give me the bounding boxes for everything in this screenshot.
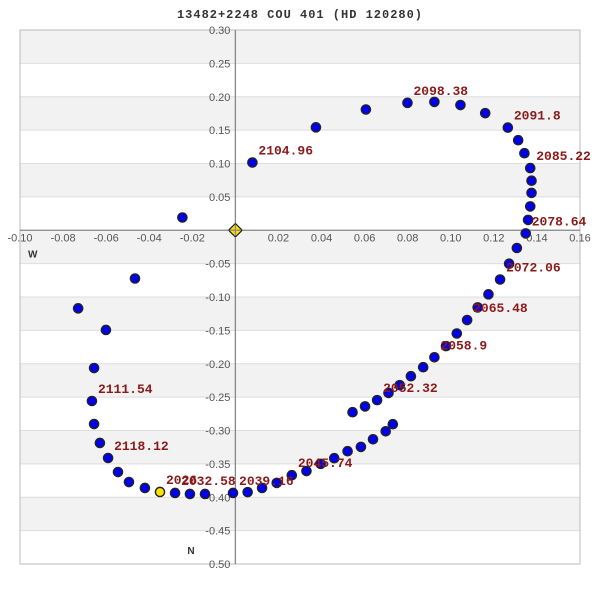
svg-text:0.05: 0.05 [209,192,230,204]
svg-text:-0.30: -0.30 [205,426,230,438]
svg-text:0.20: 0.20 [209,92,230,104]
svg-text:2104.96: 2104.96 [258,144,313,159]
svg-text:-0.35: -0.35 [205,459,230,471]
svg-text:-0.20: -0.20 [205,359,230,371]
svg-text:0.10: 0.10 [440,232,461,244]
svg-text:2118.12: 2118.12 [114,439,169,454]
svg-text:2072.06: 2072.06 [506,261,561,276]
svg-text:0.16: 0.16 [569,232,590,244]
svg-text:-0.10: -0.10 [205,292,230,304]
svg-text:0.25: 0.25 [209,58,230,70]
svg-text:0.10: 0.10 [209,159,230,171]
svg-text:0.30: 0.30 [209,25,230,37]
svg-text:-0.15: -0.15 [205,325,230,337]
svg-text:2078.64: 2078.64 [532,214,587,229]
svg-text:0.06: 0.06 [354,232,375,244]
svg-text:-0.08: -0.08 [51,232,76,244]
svg-text:0.12: 0.12 [483,232,504,244]
svg-text:2045.74: 2045.74 [298,456,353,471]
svg-text:2039.16: 2039.16 [239,474,294,489]
svg-text:2026: 2026 [166,473,197,488]
svg-text:-0.25: -0.25 [205,392,230,404]
svg-text:2098.38: 2098.38 [413,84,468,99]
svg-text:-0.04: -0.04 [137,232,162,244]
svg-text:0.04: 0.04 [311,232,332,244]
svg-text:2058.9: 2058.9 [440,338,487,353]
svg-text:0.02: 0.02 [268,232,289,244]
svg-text:-0.02: -0.02 [180,232,205,244]
svg-text:W: W [28,249,38,260]
svg-text:2111.54: 2111.54 [98,382,153,397]
svg-text:-0.06: -0.06 [94,232,119,244]
svg-text:-0.45: -0.45 [205,526,230,538]
svg-text:-0.05: -0.05 [205,259,230,271]
svg-text:N: N [187,546,194,557]
svg-text:2085.22: 2085.22 [536,149,591,164]
svg-text:2052.32: 2052.32 [383,381,438,396]
svg-text:0.50: 0.50 [209,559,230,571]
svg-text:0.15: 0.15 [209,125,230,137]
svg-text:-0.10: -0.10 [7,232,32,244]
svg-text:2091.8: 2091.8 [514,109,561,124]
svg-text:0.08: 0.08 [397,232,418,244]
svg-text:2065.48: 2065.48 [473,301,528,316]
